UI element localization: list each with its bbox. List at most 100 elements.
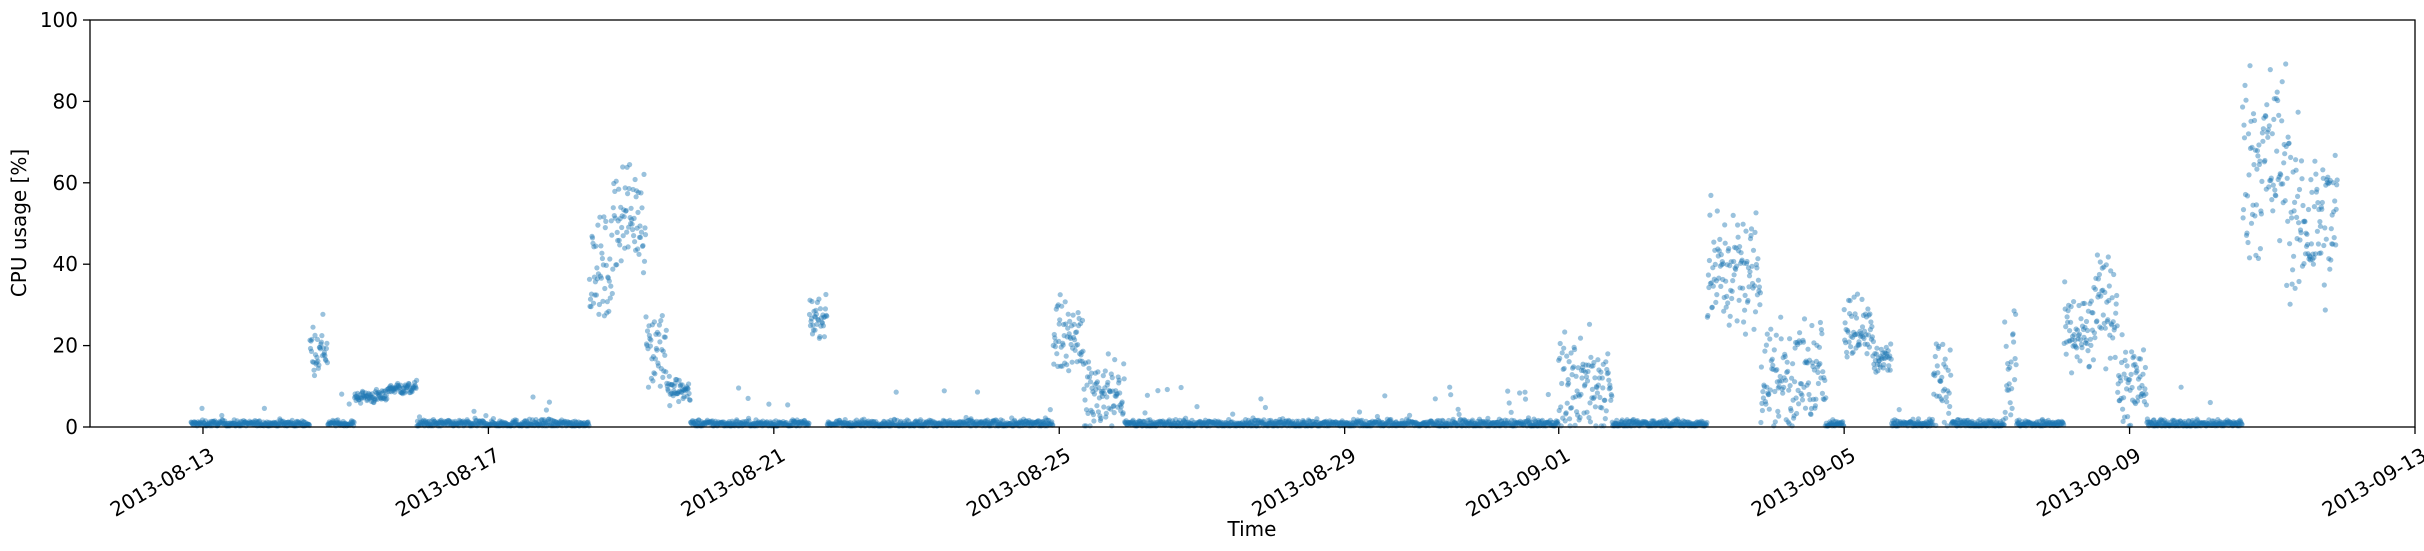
data-point [406,381,412,387]
data-point [1099,390,1105,396]
data-point [824,421,830,427]
data-point [759,420,765,426]
data-point [2110,335,2116,341]
data-point [881,418,887,424]
data-point [917,417,924,423]
data-point [1525,417,1531,423]
data-point [1711,239,1717,245]
data-point [730,420,736,426]
data-point [1480,420,1486,427]
data-point [959,420,965,426]
data-point [1397,421,1403,427]
data-point [1074,329,1080,335]
data-point [703,419,710,425]
data-point [470,420,477,426]
data-point [836,417,842,423]
data-point [1449,421,1455,427]
data-point [525,421,531,427]
data-point [1593,384,1599,390]
data-point [2257,246,2263,252]
data-point [1440,421,1446,427]
data-point [562,418,568,424]
data-point [204,421,210,428]
data-point [1850,349,1856,355]
data-point [1744,258,1750,265]
data-point [332,420,338,426]
data-point [1601,397,1607,403]
data-point [1374,413,1380,420]
data-point [395,380,401,387]
data-point [637,234,644,240]
data-point [1717,236,1723,242]
data-point [903,421,909,427]
data-point [926,417,933,423]
data-point [1158,419,1164,425]
data-point [974,389,981,395]
data-point [2312,158,2318,164]
data-point [267,420,273,427]
data-point [1383,421,1389,427]
data-point [666,373,672,379]
data-point [1130,417,1136,423]
data-point [240,422,246,428]
data-point [1030,421,1036,427]
data-point [801,420,807,426]
data-point [2328,257,2334,263]
data-point [219,412,225,419]
data-point [1200,422,1206,428]
data-point [891,416,897,422]
data-point [842,420,848,426]
data-point [950,421,956,427]
data-point [722,421,728,427]
data-point [334,420,340,426]
data-point [533,420,540,426]
data-point [434,420,440,426]
data-point [335,417,341,423]
data-point [440,421,446,427]
data-point [585,421,592,427]
data-point [495,420,501,426]
data-point [234,418,240,424]
data-point [693,421,699,428]
data-point [1512,419,1518,425]
data-point [376,393,382,399]
data-point [478,420,485,426]
data-point [721,419,727,425]
data-point [614,229,620,235]
data-point [443,419,449,425]
data-point [1025,420,1031,426]
data-point [1597,404,1603,410]
data-point [1208,419,1214,425]
data-point [340,418,346,425]
data-point [1284,422,1290,428]
data-point [1072,347,1078,353]
data-point [1574,388,1580,394]
data-point [1029,419,1035,425]
data-point [1195,420,1202,426]
data-point [636,234,643,240]
data-point [841,419,847,425]
data-point [1280,416,1286,422]
data-point [792,419,798,425]
data-point [351,419,357,425]
data-point [881,419,887,425]
data-point [1110,388,1116,394]
data-point [736,385,742,391]
data-point [1452,419,1458,425]
data-point [922,420,929,426]
data-point [1449,421,1455,427]
data-point [1797,330,1803,336]
data-point [1009,415,1015,421]
data-point [936,420,942,426]
data-point [848,420,854,426]
data-point [350,420,356,426]
data-point [771,419,777,425]
data-point [599,250,605,256]
data-point [310,324,316,330]
data-point [1562,418,1568,424]
data-point [2098,293,2104,299]
data-point [985,419,991,425]
data-point [709,418,716,424]
data-point [339,422,345,428]
data-point [303,422,309,428]
